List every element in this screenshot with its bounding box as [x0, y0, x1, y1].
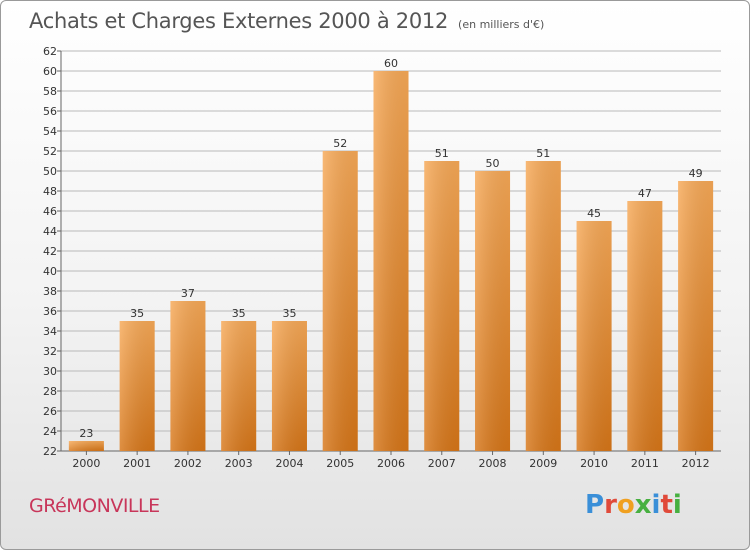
x-tick-label-2005: 2005 [326, 457, 354, 470]
y-tick-label: 22 [43, 445, 57, 458]
y-tick-label: 34 [43, 325, 57, 338]
bar-shade-2003 [221, 321, 257, 451]
y-tick-label: 26 [43, 405, 57, 418]
chart-title: Achats et Charges Externes 2000 à 2012 (e… [29, 9, 544, 33]
logo-letter: i [672, 490, 682, 520]
data-label-2001: 35 [130, 307, 144, 320]
data-label-2011: 47 [638, 187, 652, 200]
data-label-2004: 35 [282, 307, 296, 320]
subtitle-text: (en milliers d'€) [458, 18, 545, 31]
y-tick-label: 60 [43, 65, 57, 78]
labels: 23 35 37 35 35 52 60 51 50 51 45 47 49 [79, 57, 702, 440]
data-label-2000: 23 [79, 427, 93, 440]
bar-shade-2002 [170, 301, 206, 451]
bar-shade-2000 [68, 441, 104, 451]
bar-shade-2008 [475, 171, 511, 451]
bar-shade-2010 [576, 221, 612, 451]
title-text: Achats et Charges Externes 2000 à 2012 [29, 9, 449, 33]
data-label-2005: 52 [333, 137, 347, 150]
data-label-2006: 60 [384, 57, 398, 70]
logo-letter: o [616, 490, 635, 520]
data-label-2010: 45 [587, 207, 601, 220]
bar-shade-2005 [322, 151, 358, 451]
y-tick-label: 24 [43, 425, 57, 438]
x-tick-label-2004: 2004 [275, 457, 303, 470]
y-tick-label: 32 [43, 345, 57, 358]
bar-shade-2007 [424, 161, 460, 451]
x-tick-label-2001: 2001 [123, 457, 151, 470]
logo-letter: x [634, 490, 652, 520]
logo-letter: t [660, 490, 673, 520]
data-label-2008: 50 [486, 157, 500, 170]
y-tick-label: 62 [43, 45, 57, 58]
x-tick-label-2003: 2003 [225, 457, 253, 470]
x-tick-label-2012: 2012 [682, 457, 710, 470]
y-tick-label: 40 [43, 265, 57, 278]
data-label-2002: 37 [181, 287, 195, 300]
y-tick-label: 56 [43, 105, 57, 118]
x-tick-label-2000: 2000 [72, 457, 100, 470]
logo-letter: P [585, 490, 605, 520]
data-label-2012: 49 [689, 167, 703, 180]
data-label-2003: 35 [232, 307, 246, 320]
x-tick-label-2008: 2008 [479, 457, 507, 470]
y-tick-label: 50 [43, 165, 57, 178]
x-tick-label-2006: 2006 [377, 457, 405, 470]
y-tick-label: 46 [43, 205, 57, 218]
y-tick-label: 42 [43, 245, 57, 258]
x-tick-label-2010: 2010 [580, 457, 608, 470]
bars [68, 71, 714, 451]
logo-letter: r [604, 490, 617, 520]
y-tick-label: 30 [43, 365, 57, 378]
bar-shade-2001 [119, 321, 155, 451]
y-tick-label: 38 [43, 285, 57, 298]
y-tick-label: 52 [43, 145, 57, 158]
bar-shade-2004 [271, 321, 307, 451]
bar-shade-2012 [678, 181, 714, 451]
proxiti-logo: Proxiti [585, 490, 682, 520]
x-tick-label-2009: 2009 [529, 457, 557, 470]
y-tick-label: 36 [43, 305, 57, 318]
bar-shade-2006 [373, 71, 409, 451]
data-label-2007: 51 [435, 147, 449, 160]
bar-shade-2011 [627, 201, 663, 451]
logo-letter: i [651, 490, 661, 520]
y-tick-label: 44 [43, 225, 57, 238]
x-tick-label-2011: 2011 [631, 457, 659, 470]
bar-shade-2009 [525, 161, 561, 451]
data-label-2009: 51 [536, 147, 550, 160]
x-tick-label-2002: 2002 [174, 457, 202, 470]
y-tick-label: 54 [43, 125, 57, 138]
y-tick-label: 58 [43, 85, 57, 98]
y-tick-label: 28 [43, 385, 57, 398]
commune-name: GRéMONVILLE [29, 495, 160, 517]
x-tick-label-2007: 2007 [428, 457, 456, 470]
y-tick-label: 48 [43, 185, 57, 198]
